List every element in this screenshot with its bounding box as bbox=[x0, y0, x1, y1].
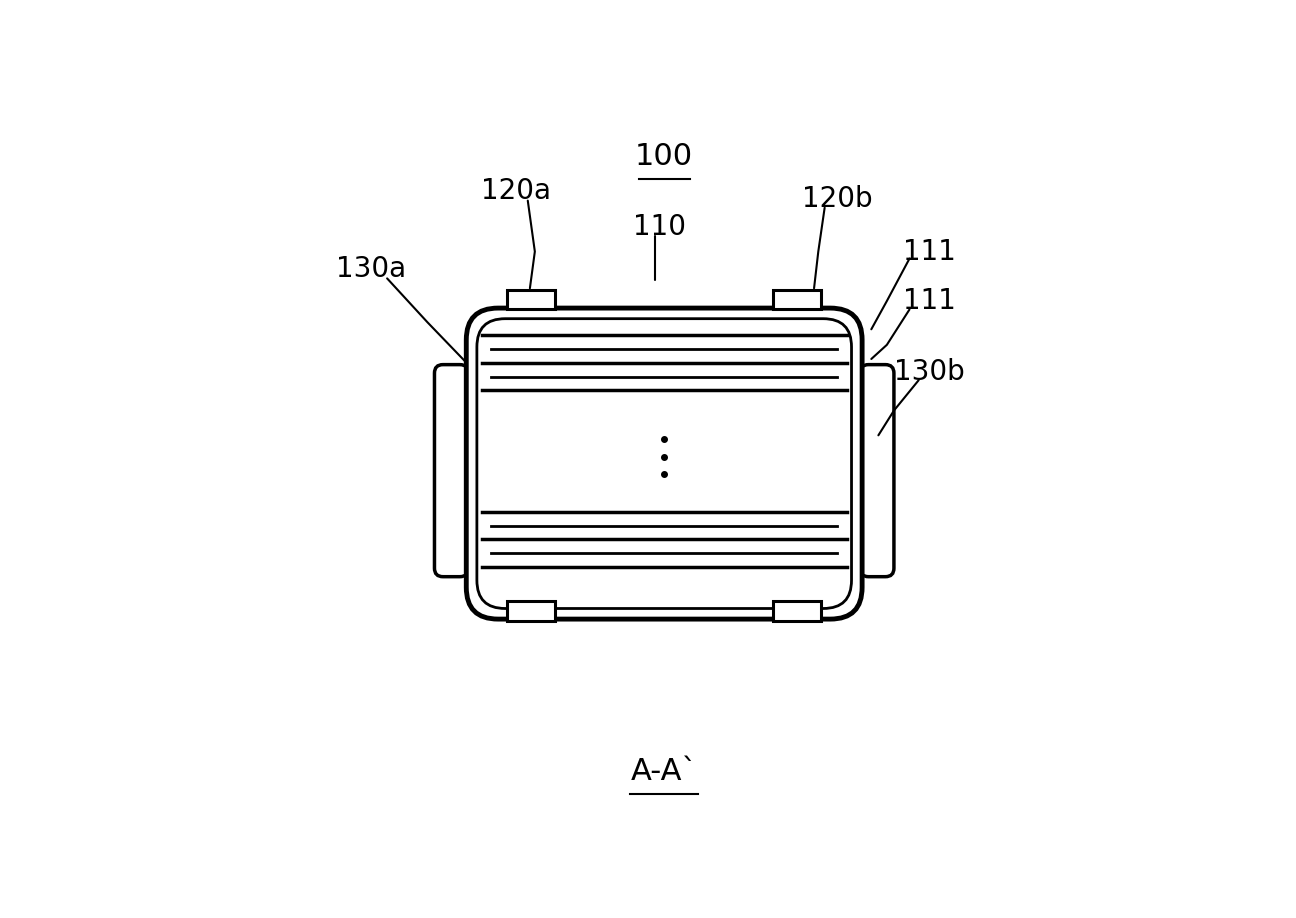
Text: 100: 100 bbox=[635, 141, 693, 171]
Text: 120a: 120a bbox=[481, 177, 551, 206]
FancyBboxPatch shape bbox=[772, 290, 822, 309]
Text: 130a: 130a bbox=[336, 255, 406, 284]
FancyBboxPatch shape bbox=[861, 364, 894, 577]
Text: 111: 111 bbox=[903, 287, 955, 315]
Text: 130b: 130b bbox=[894, 358, 964, 386]
FancyBboxPatch shape bbox=[434, 364, 468, 577]
Text: A-A`: A-A` bbox=[631, 756, 697, 786]
FancyBboxPatch shape bbox=[507, 290, 556, 309]
FancyBboxPatch shape bbox=[467, 308, 862, 619]
Text: 120b: 120b bbox=[802, 185, 872, 213]
FancyBboxPatch shape bbox=[772, 600, 822, 621]
Text: 110: 110 bbox=[632, 213, 686, 241]
Text: 111: 111 bbox=[903, 238, 955, 265]
FancyBboxPatch shape bbox=[507, 600, 556, 621]
